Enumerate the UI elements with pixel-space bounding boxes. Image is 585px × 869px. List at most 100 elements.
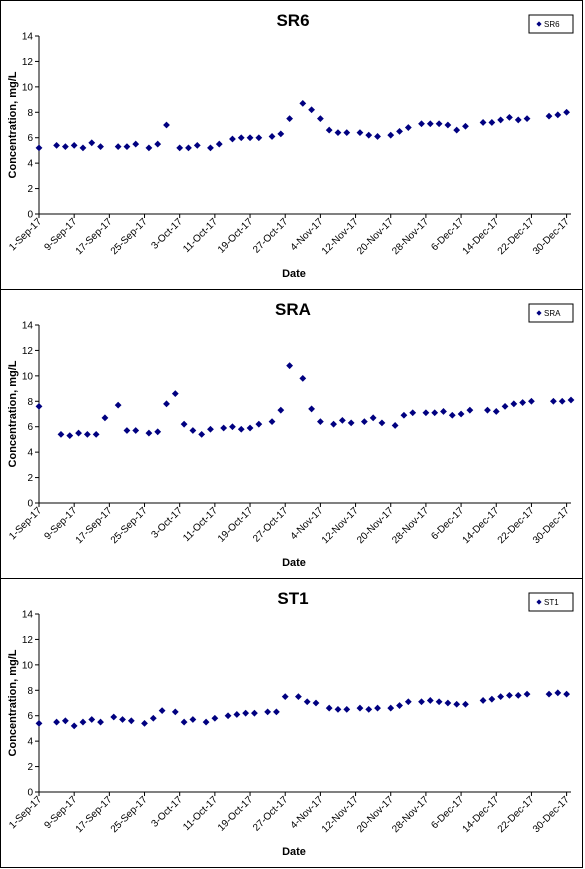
y-tick-label: 6 <box>27 133 33 144</box>
data-point <box>286 362 294 370</box>
data-point <box>466 406 474 414</box>
y-tick-label: 4 <box>27 159 33 170</box>
data-point <box>545 690 553 698</box>
data-point <box>163 400 170 408</box>
chart-svg: SRA024681012141-Sep-179-Sep-1717-Sep-172… <box>7 300 575 569</box>
y-tick-label: 6 <box>27 422 33 433</box>
data-point <box>88 139 96 147</box>
data-point <box>171 390 179 398</box>
x-tick-label: 17-Sep-17 <box>74 505 115 546</box>
data-point <box>462 700 469 708</box>
data-point <box>343 705 351 713</box>
data-point <box>418 120 425 128</box>
x-tick-label: 22-Dec-17 <box>496 216 537 257</box>
x-tick-label: 20-Nov-17 <box>355 216 396 257</box>
y-tick-label: 2 <box>27 762 33 773</box>
x-tick-label: 17-Sep-17 <box>74 794 115 835</box>
data-point <box>492 408 500 415</box>
y-tick-label: 2 <box>27 473 33 484</box>
data-point <box>119 716 126 723</box>
data-point <box>501 402 509 410</box>
data-point <box>426 120 434 128</box>
data-point <box>180 420 188 428</box>
legend-box <box>528 303 574 323</box>
data-point <box>83 430 91 438</box>
x-tick-label: 14-Dec-17 <box>461 505 502 546</box>
legend-label: SRA <box>544 309 561 318</box>
legend-label: SR6 <box>544 20 560 29</box>
data-point <box>66 432 74 440</box>
chart-svg: ST1024681012141-Sep-179-Sep-1717-Sep-172… <box>7 589 574 858</box>
data-point <box>281 693 289 701</box>
data-point <box>264 708 272 716</box>
data-point <box>97 718 104 726</box>
data-point <box>444 121 452 129</box>
data-point <box>391 422 399 429</box>
data-point <box>154 428 162 436</box>
data-point <box>330 420 337 428</box>
x-axis-label: Date <box>282 846 306 858</box>
data-point <box>255 420 263 428</box>
data-point <box>88 716 96 723</box>
y-axis-label: Concentration, mg/L <box>7 360 19 467</box>
data-point <box>497 693 505 701</box>
x-tick-label: 3-Oct-17 <box>150 794 186 830</box>
data-point <box>554 689 562 697</box>
data-point <box>185 144 192 152</box>
data-point <box>435 698 443 706</box>
chart-panel-sra: SRA 0 2 4 6 8 10 12 14 1-Sep-17 9-Sep-17 17-Sep-17 2… <box>0 289 583 579</box>
data-point <box>207 425 214 433</box>
data-point <box>400 411 408 419</box>
data-point <box>563 108 571 116</box>
x-tick-label: 14-Dec-17 <box>461 794 502 835</box>
data-point <box>92 430 100 438</box>
data-point <box>127 717 135 725</box>
data-point <box>149 714 157 722</box>
data-point <box>409 409 417 417</box>
data-point <box>453 700 461 708</box>
x-tick-label: 22-Dec-17 <box>496 794 537 835</box>
data-point <box>101 414 109 422</box>
data-point <box>312 699 320 707</box>
data-point <box>70 141 78 149</box>
data-point <box>519 399 527 406</box>
data-point <box>141 719 148 727</box>
data-point <box>484 406 491 414</box>
data-point <box>123 143 131 151</box>
legend: ST1 <box>528 592 574 612</box>
y-tick-label: 10 <box>22 371 34 382</box>
data-point <box>57 430 65 438</box>
data-point <box>374 704 381 712</box>
chart-title: ST1 <box>277 589 308 608</box>
x-tick-label: 19-Oct-17 <box>216 216 256 256</box>
x-tick-label: 28-Nov-17 <box>390 216 431 257</box>
y-tick-label: 4 <box>27 448 33 459</box>
y-tick-label: 8 <box>27 686 33 697</box>
chart-title: SRA <box>275 300 311 319</box>
data-point <box>114 401 122 409</box>
legend-box <box>528 592 574 612</box>
x-tick-label: 14-Dec-17 <box>461 216 502 257</box>
data-point <box>202 718 210 726</box>
y-tick-label: 14 <box>22 321 34 332</box>
data-point <box>70 722 78 730</box>
x-tick-label: 25-Sep-17 <box>109 216 150 257</box>
data-point <box>325 126 333 134</box>
x-tick-label: 22-Dec-17 <box>496 505 537 546</box>
data-point <box>189 716 197 723</box>
x-tick-label: 30-Dec-17 <box>531 216 572 257</box>
data-point <box>79 718 87 726</box>
data-point <box>207 144 214 152</box>
data-point <box>488 119 496 126</box>
y-tick-label: 12 <box>22 57 34 68</box>
data-point <box>110 713 118 721</box>
data-point <box>255 134 263 142</box>
data-point <box>97 143 104 151</box>
legend-label: ST1 <box>544 598 559 607</box>
data-point <box>435 120 443 128</box>
data-point <box>171 708 179 716</box>
data-point <box>237 134 245 142</box>
x-tick-label: 28-Nov-17 <box>390 505 431 546</box>
data-point <box>497 116 505 124</box>
